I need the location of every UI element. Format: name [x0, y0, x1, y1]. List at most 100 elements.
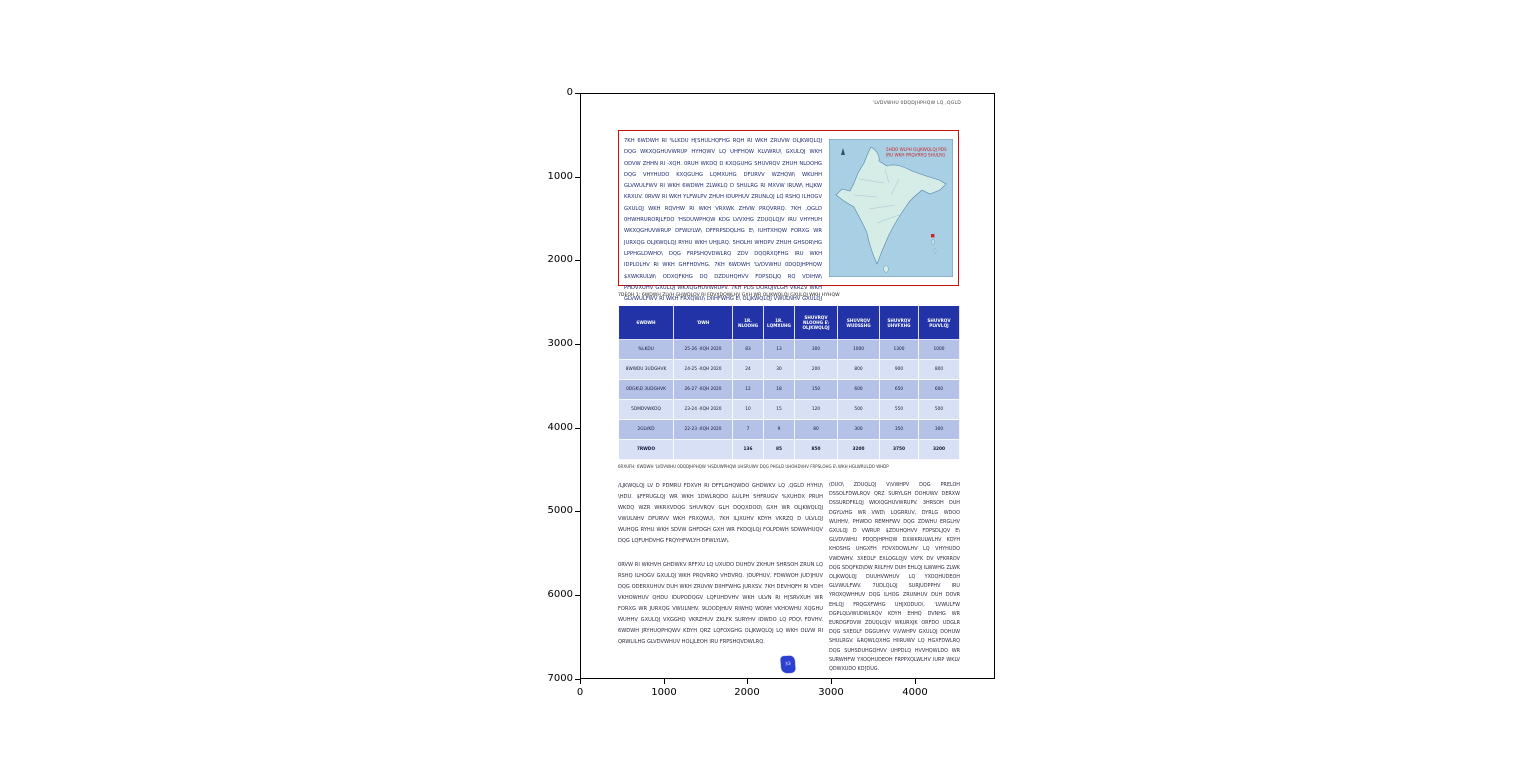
y-tick-label: 6000 — [547, 589, 573, 600]
table-footnote: 6RXUFH: 6WDWH 'LVDVWHU 0DQDJHPHQW 'HSDUW… — [618, 464, 889, 469]
table-cell: 120 — [794, 399, 838, 420]
table-header-cell: SHUVRQV WUDSSHG — [837, 305, 880, 340]
map-legend-marker — [931, 234, 935, 238]
y-tick-label: 3000 — [547, 338, 573, 349]
document-page: 'LVDVWHU 0DQDJHPHQW LQ ,QGLD 7KH 6WDWH R… — [581, 94, 994, 678]
table-row: 2GLVKD 22-23 -XQH 2020 7 9 80 300 350 30… — [618, 419, 960, 440]
table-cell: 136 — [732, 439, 764, 460]
x-tick-mark — [664, 679, 665, 684]
table-cell: 13 — [763, 339, 795, 360]
y-tick-mark — [575, 595, 580, 596]
y-tick-label: 4000 — [547, 422, 573, 433]
y-tick-label: 1000 — [547, 171, 573, 182]
table-cell: 22-23 -XQH 2020 — [673, 419, 733, 440]
x-tick-label: 2000 — [734, 687, 760, 698]
table-cell: 3200 — [837, 439, 880, 460]
andaman-islands — [931, 238, 935, 246]
table-cell: 800 — [918, 359, 960, 380]
table-cell: 8WWDU 3UDGHVK — [618, 359, 674, 380]
table-cell: 3200 — [918, 439, 960, 460]
table-header-cell: SHUVRQV PLVVLQJ — [918, 305, 960, 340]
x-tick-mark — [915, 679, 916, 684]
table-cell: 26-27 -XQH 2020 — [673, 379, 733, 400]
table-cell: 150 — [794, 379, 838, 400]
table-header-cell: 1R. LQMXUHG — [763, 305, 795, 340]
y-tick-mark — [575, 679, 580, 680]
body-paragraph: (DUO\ ZDUQLQJ V\VWHPV DQG PRELOH DSSOLFD… — [829, 482, 960, 673]
table-cell: 600 — [837, 379, 880, 400]
table-caption: 7DEOH 1: 6WDWH ZLVH GHWDLOV RI FDVXDOWLH… — [618, 293, 840, 298]
table-cell: 800 — [837, 359, 880, 380]
table-cell: 350 — [879, 419, 919, 440]
table-cell: 200 — [794, 359, 838, 380]
india-map: 5HDO WLPH OLJKWQLQJ PDS IRU WKH PRQVRRQ … — [828, 138, 954, 278]
intro-text: 7KH 6WDWH RI %LKDU H[SHULHQFHG RQH RI WK… — [624, 138, 822, 313]
intro-box: 7KH 6WDWH RI %LKDU H[SHULHQFHG RQH RI WK… — [618, 130, 959, 313]
table-header-cell: SHUVRQV NLOOHG E\ OLJKWQLQJ — [794, 305, 838, 340]
table-cell: 15 — [763, 399, 795, 420]
table-cell: 900 — [879, 359, 919, 380]
table-cell: 9 — [763, 419, 795, 440]
y-tick-mark — [575, 428, 580, 429]
table-cell: %LKDU — [618, 339, 674, 360]
india-map-svg: 5HDO WLPH OLJKWQLQJ PDS IRU WKH PRQVRRQ … — [828, 138, 954, 278]
table-cell: 300 — [794, 339, 838, 360]
matplotlib-axes: 'LVDVWHU 0DQDJHPHQW LQ ,QGLD 7KH 6WDWH R… — [580, 93, 995, 679]
body-column-left: /LJKWQLQJ LV D PDMRU FDXVH RI DFFLGHQWDO… — [618, 481, 823, 661]
table-row: 5DMDVWKDQ 23-24 -XQH 2020 10 15 120 500 … — [618, 399, 960, 420]
nicobar-islands — [933, 248, 937, 254]
table-cell: 500 — [837, 399, 880, 420]
map-title-line1: 5HDO WLPH OLJKWQLQJ PDS — [886, 147, 947, 152]
y-tick-label: 5000 — [547, 505, 573, 516]
table-cell: 25-26 -XQH 2020 — [673, 339, 733, 360]
casualty-table: 6WDWH 'DWH 1R. NLOOHG 1R. LQMXUHG SHUVRQ… — [618, 305, 960, 460]
y-tick-mark — [575, 344, 580, 345]
table-cell: 30 — [763, 359, 795, 380]
table-cell: 650 — [879, 379, 919, 400]
table-cell: 18 — [763, 379, 795, 400]
table-total-row: 7RWDO 136 85 850 3200 3750 3200 — [618, 439, 960, 460]
table-cell: 3750 — [879, 439, 919, 460]
publisher-stamp: 33 — [780, 655, 796, 674]
body-column-right: (DUO\ ZDUQLQJ V\VWHPV DQG PRELOH DSSOLFD… — [829, 481, 960, 674]
state-boundaries — [853, 168, 900, 224]
table-cell: 500 — [918, 399, 960, 420]
table-cell: 850 — [794, 439, 838, 460]
body-paragraph: /LJKWQLQJ LV D PDMRU FDXVH RI DFFLGHQWDO… — [618, 483, 823, 544]
table-cell: 10 — [732, 399, 764, 420]
y-tick-label: 2000 — [547, 254, 573, 265]
table-cell: 1300 — [879, 339, 919, 360]
table-cell: 7RWDO — [618, 439, 674, 460]
page-header-text: 'LVDVWHU 0DQDJHPHQW LQ ,QGLD — [872, 101, 961, 106]
x-tick-label: 3000 — [818, 687, 844, 698]
table-cell: 24 — [732, 359, 764, 380]
x-tick-mark — [580, 679, 581, 684]
table-cell: 600 — [918, 379, 960, 400]
y-tick-mark — [575, 177, 580, 178]
table-row: 8WWDU 3UDGHVK 24-25 -XQH 2020 24 30 200 … — [618, 359, 960, 380]
sri-lanka — [883, 265, 889, 273]
x-tick-mark — [747, 679, 748, 684]
table-cell: 24-25 -XQH 2020 — [673, 359, 733, 380]
table-header-cell: 'DWH — [673, 305, 733, 340]
y-tick-label: 0 — [566, 87, 573, 98]
y-tick-mark — [575, 93, 580, 94]
compass-icon — [841, 148, 845, 155]
table-header-cell: SHUVRQV UHVFXHG — [879, 305, 919, 340]
table-cell: 85 — [763, 439, 795, 460]
table-cell: 1000 — [918, 339, 960, 360]
table-cell: 80 — [794, 419, 838, 440]
table-header-cell: 6WDWH — [618, 305, 674, 340]
table-cell: 0DGK\D 3UDGHVK — [618, 379, 674, 400]
x-tick-label: 0 — [576, 687, 584, 698]
table-cell: 83 — [732, 339, 764, 360]
table-cell: 300 — [918, 419, 960, 440]
x-tick-mark — [831, 679, 832, 684]
table-cell: 23-24 -XQH 2020 — [673, 399, 733, 420]
table-cell: 7 — [732, 419, 764, 440]
table-cell: 2GLVKD — [618, 419, 674, 440]
x-tick-label: 4000 — [902, 687, 928, 698]
y-tick-mark — [575, 260, 580, 261]
table-cell — [673, 439, 733, 460]
